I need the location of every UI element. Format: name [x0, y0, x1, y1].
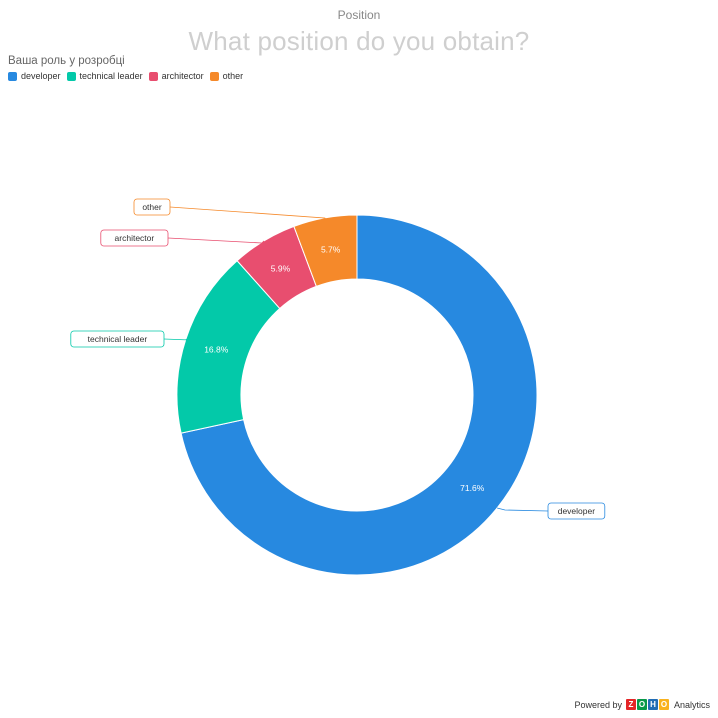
legend-swatch: [8, 71, 17, 81]
callout-label: developer: [558, 506, 596, 516]
legend-item-other[interactable]: other: [209, 71, 244, 81]
legend: developer technical leader architector o…: [8, 71, 249, 81]
callout-box: [70, 330, 165, 348]
legend-item-technical-leader[interactable]: technical leader: [66, 71, 143, 81]
legend-item-developer[interactable]: developer: [8, 71, 61, 81]
slice-value-label: 16.8%: [204, 344, 229, 354]
slice-developer[interactable]: [180, 214, 538, 576]
zoho-logo-letter: O: [636, 699, 647, 710]
callout-label: technical leader: [88, 334, 148, 344]
chart-title: What position do you obtain?: [188, 26, 530, 56]
callout-box: [100, 229, 169, 247]
legend-title: Ваша роль у розробці: [8, 55, 125, 67]
legend-label: developer: [21, 71, 61, 81]
legend-swatch: [209, 71, 219, 81]
legend-swatch: [66, 71, 76, 81]
slice-value-label: 5.9%: [271, 263, 291, 273]
callout-line: [497, 507, 549, 512]
analytics-text: Analytics: [673, 699, 710, 710]
slice-value-label: 71.6%: [460, 483, 485, 493]
callout-box: [547, 502, 606, 520]
legend-swatch: [148, 71, 158, 81]
callout-label: architector: [115, 233, 155, 243]
footer: Powered by Z O H O Analytics: [574, 699, 710, 710]
chart-top-label: Position: [337, 8, 381, 22]
legend-item-architector[interactable]: architector: [148, 71, 204, 81]
callout-line: [169, 206, 326, 219]
slice-value-label: 5.7%: [321, 244, 341, 254]
callout-label: other: [142, 202, 162, 212]
callout-line: [167, 237, 265, 244]
zoho-logo-letter: Z: [625, 699, 636, 710]
zoho-logo-letter: O: [658, 699, 669, 710]
slice-other[interactable]: [293, 214, 358, 288]
callout-line: [163, 338, 191, 341]
legend-label: other: [222, 71, 244, 81]
powered-by-text: Powered by: [574, 699, 622, 710]
callout-box: [133, 198, 171, 216]
zoho-logo-letter: H: [647, 699, 658, 710]
zoho-logo: Z O H O: [625, 699, 670, 710]
legend-label: technical leader: [79, 71, 143, 81]
legend-label: architector: [161, 71, 204, 81]
